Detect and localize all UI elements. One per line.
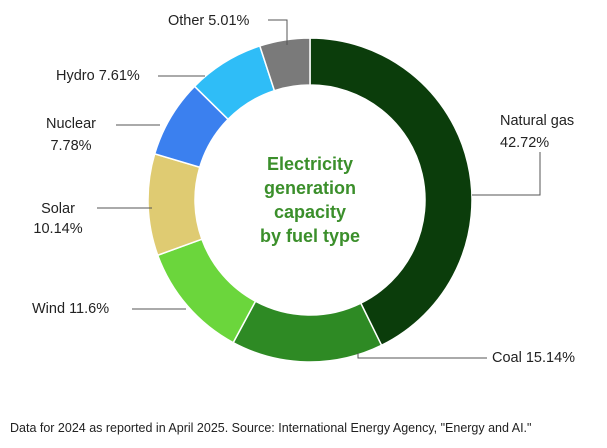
- slice-label: 42.72%: [500, 135, 549, 151]
- slice-label: Hydro 7.61%: [56, 68, 140, 84]
- slice-label: Wind 11.6%: [32, 301, 109, 317]
- slice-label: Coal 15.14%: [492, 350, 575, 366]
- leader-line: [268, 19, 288, 45]
- slice-label: Nuclear: [46, 116, 96, 132]
- center-title-line: generation: [264, 178, 356, 198]
- donut-slices: [147, 37, 473, 363]
- slice-label: Other 5.01%: [168, 13, 250, 29]
- slice-label: Natural gas: [500, 113, 574, 129]
- slice-solar: [147, 152, 203, 257]
- slice-wind: [156, 238, 257, 344]
- leader-line: [472, 152, 541, 196]
- source-note: Data for 2024 as reported in April 2025.…: [10, 421, 532, 435]
- center-title: Electricity generation capacity by fuel typ…: [260, 154, 360, 246]
- leader-line: [357, 353, 487, 359]
- slice-label: Solar: [41, 201, 75, 217]
- slice-label: 7.78%: [50, 138, 91, 154]
- slice-labels: Natural gas 42.72% Coal 15.14% Wind 11.6% So…: [32, 13, 575, 366]
- center-title-line: by fuel type: [260, 226, 360, 246]
- center-title-line: Electricity: [267, 154, 353, 174]
- slice-other: [258, 37, 311, 92]
- slice-coal: [232, 300, 383, 363]
- slice-label: 10.14%: [33, 221, 82, 237]
- center-title-line: capacity: [274, 202, 346, 222]
- slice-natural-gas: [309, 37, 473, 347]
